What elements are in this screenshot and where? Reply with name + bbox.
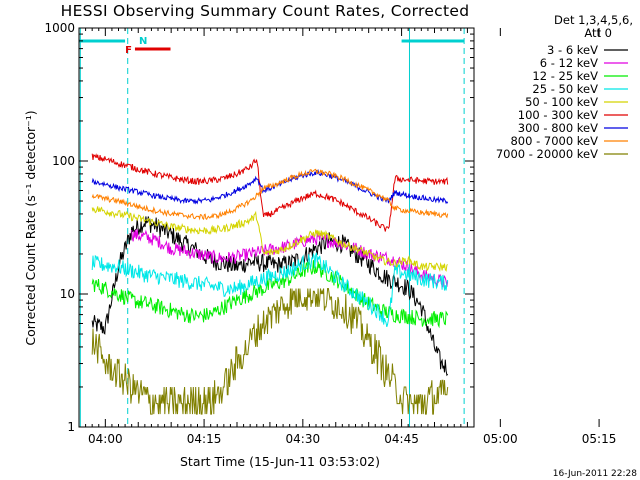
series-100-300-keV — [91, 153, 449, 232]
series-50-100-keV — [91, 206, 448, 273]
series-line — [91, 206, 448, 273]
series-line — [91, 153, 449, 232]
x-tick-label: 04:15 — [187, 432, 222, 446]
legend-label: 50 - 100 keV — [525, 95, 598, 109]
legend-label: 300 - 800 keV — [518, 121, 598, 135]
x-axis-label: Start Time (15-Jun-11 03:53:02) — [180, 454, 380, 469]
series-line — [91, 216, 449, 377]
plot-timestamp: 16-Jun-2011 22:28 — [553, 469, 637, 479]
x-tick-label: 05:15 — [582, 432, 617, 446]
y-tick-label: 100 — [52, 154, 75, 168]
x-tick-label: 04:30 — [286, 432, 321, 446]
y-axis-label: Corrected Count Rate (s⁻¹ detector⁻¹) — [23, 110, 38, 345]
y-tick-label: 10 — [60, 287, 75, 301]
x-tick-label: 05:00 — [483, 432, 518, 446]
legend-label: 7000 - 20000 keV — [496, 147, 598, 161]
series-7000-20000-keV — [91, 288, 449, 415]
y-tick-label: 1000 — [44, 21, 75, 35]
legend-label: 100 - 300 keV — [518, 108, 598, 122]
series-line — [91, 252, 449, 328]
legend-label: 25 - 50 keV — [532, 82, 598, 96]
series-group — [91, 153, 449, 415]
legend-header-detectors: Det 1,3,4,5,6, — [554, 13, 633, 27]
x-tick-label: 04:00 — [88, 432, 123, 446]
legend-label: 3 - 6 keV — [547, 43, 598, 57]
series-line — [91, 168, 449, 221]
orbit-guides — [79, 28, 465, 427]
series-25-50-keV — [91, 252, 449, 328]
series-line — [91, 288, 449, 415]
y-tick-label: 1 — [67, 420, 75, 434]
y-axis-label-text: Corrected Count Rate (s⁻¹ detector⁻¹) — [23, 110, 38, 345]
legend-label: 12 - 25 keV — [532, 69, 598, 83]
y-axis: 1 10 100 1000 — [44, 21, 474, 434]
series-800-7000-keV — [91, 168, 449, 221]
legend-header-attenuator: Att 0 — [584, 26, 612, 40]
legend-label: 800 - 7000 keV — [510, 134, 598, 148]
chart-title: HESSI Observing Summary Count Rates, Cor… — [61, 2, 470, 20]
x-tick-label: 04:45 — [384, 432, 419, 446]
night-marker-label: N — [139, 36, 147, 47]
series-3-6-keV — [91, 216, 449, 377]
legend-label: 6 - 12 keV — [540, 56, 598, 70]
series-line — [91, 168, 449, 205]
flare-marker-label: F — [125, 45, 132, 56]
series-300-800-keV — [91, 168, 449, 205]
marker-group: FN — [125, 36, 171, 56]
